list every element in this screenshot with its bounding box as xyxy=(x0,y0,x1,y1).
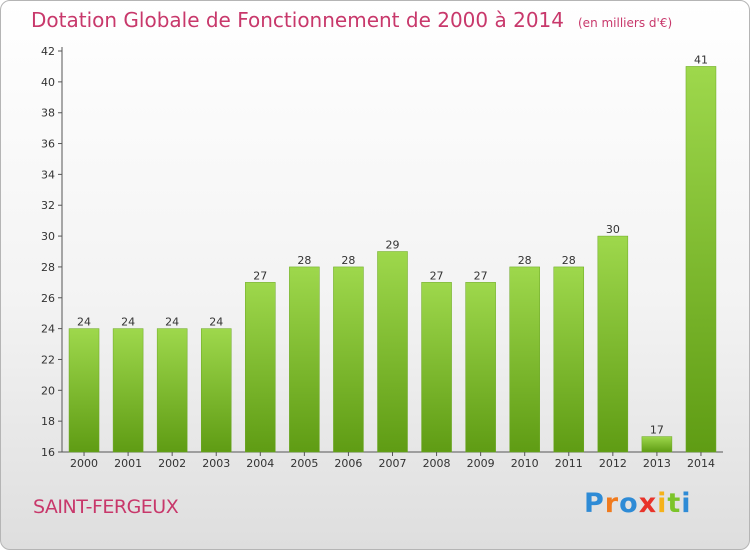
value-label-2003: 24 xyxy=(209,316,223,329)
y-tick-label: 16 xyxy=(41,446,55,459)
value-label-2008: 27 xyxy=(430,269,444,282)
proxiti-logo: Proxiti xyxy=(584,488,692,519)
y-tick-label: 32 xyxy=(41,199,55,212)
value-label-2009: 27 xyxy=(474,269,488,282)
y-tick-label: 40 xyxy=(41,76,55,89)
value-label-2005: 28 xyxy=(297,254,311,267)
logo-letter: t xyxy=(667,488,682,519)
value-label-2014: 41 xyxy=(694,53,708,66)
logo-letter: r xyxy=(604,488,620,519)
bar-2003 xyxy=(200,328,232,453)
x-tick-label-2001: 2001 xyxy=(114,457,142,470)
x-tick-label-2011: 2011 xyxy=(555,457,583,470)
value-label-2004: 27 xyxy=(253,269,267,282)
y-tick-label: 24 xyxy=(41,323,55,336)
logo-letter: i xyxy=(681,488,692,519)
x-tick-label-2002: 2002 xyxy=(158,457,186,470)
bar-2007 xyxy=(377,251,408,453)
logo-letter: o xyxy=(619,488,639,519)
bar-2010 xyxy=(509,266,540,453)
value-label-2007: 29 xyxy=(386,239,400,252)
y-tick-label: 36 xyxy=(41,138,55,151)
location-label: SAINT-FERGEUX xyxy=(33,496,179,518)
value-label-2006: 28 xyxy=(341,254,355,267)
y-tick-label: 28 xyxy=(41,261,55,274)
y-tick-label: 20 xyxy=(41,384,55,397)
x-tick-label-2008: 2008 xyxy=(423,457,451,470)
x-tick-label-2004: 2004 xyxy=(246,457,274,470)
logo-letter: x xyxy=(638,488,658,519)
x-tick-label-2006: 2006 xyxy=(334,457,362,470)
bar-2012 xyxy=(597,235,629,453)
bar-2004 xyxy=(245,282,276,453)
value-label-2001: 24 xyxy=(121,316,135,329)
value-label-2000: 24 xyxy=(77,316,91,329)
y-tick-label: 22 xyxy=(41,353,55,366)
bar-2005 xyxy=(289,266,320,453)
y-tick-label: 30 xyxy=(41,230,55,243)
logo-letter: P xyxy=(584,488,605,519)
value-label-2012: 30 xyxy=(606,223,620,236)
bar-2006 xyxy=(333,266,364,453)
logo-letter: i xyxy=(657,488,668,519)
x-tick-label-2010: 2010 xyxy=(511,457,539,470)
value-label-2010: 28 xyxy=(518,254,532,267)
y-tick-label: 42 xyxy=(41,45,55,58)
bar-2009 xyxy=(465,282,496,453)
chart-title: Dotation Globale de Fonctionnement de 20… xyxy=(31,8,672,32)
x-tick-label-2013: 2013 xyxy=(643,457,671,470)
x-tick-label-2012: 2012 xyxy=(599,457,627,470)
bar-2002 xyxy=(156,328,188,453)
bar-2008 xyxy=(421,282,452,453)
value-label-2002: 24 xyxy=(165,316,179,329)
bar-2001 xyxy=(112,328,144,453)
x-tick-label-2000: 2000 xyxy=(70,457,98,470)
bar-2013 xyxy=(641,436,673,453)
chart-title-text: Dotation Globale de Fonctionnement de 20… xyxy=(31,8,564,32)
x-tick-label-2014: 2014 xyxy=(687,457,715,470)
value-label-2013: 17 xyxy=(650,424,664,437)
x-tick-label-2003: 2003 xyxy=(202,457,230,470)
x-tick-label-2009: 2009 xyxy=(467,457,495,470)
y-tick-label: 34 xyxy=(41,168,55,181)
bar-2011 xyxy=(553,266,585,453)
y-tick-label: 26 xyxy=(41,292,55,305)
y-tick-label: 18 xyxy=(41,415,55,428)
x-tick-label-2007: 2007 xyxy=(379,457,407,470)
x-tick-label-2005: 2005 xyxy=(290,457,318,470)
bar-2000 xyxy=(68,328,100,453)
y-tick-label: 38 xyxy=(41,107,55,120)
bar-2014 xyxy=(685,66,717,453)
chart-unit: (en milliers d'€) xyxy=(578,16,673,30)
value-label-2011: 28 xyxy=(562,254,576,267)
